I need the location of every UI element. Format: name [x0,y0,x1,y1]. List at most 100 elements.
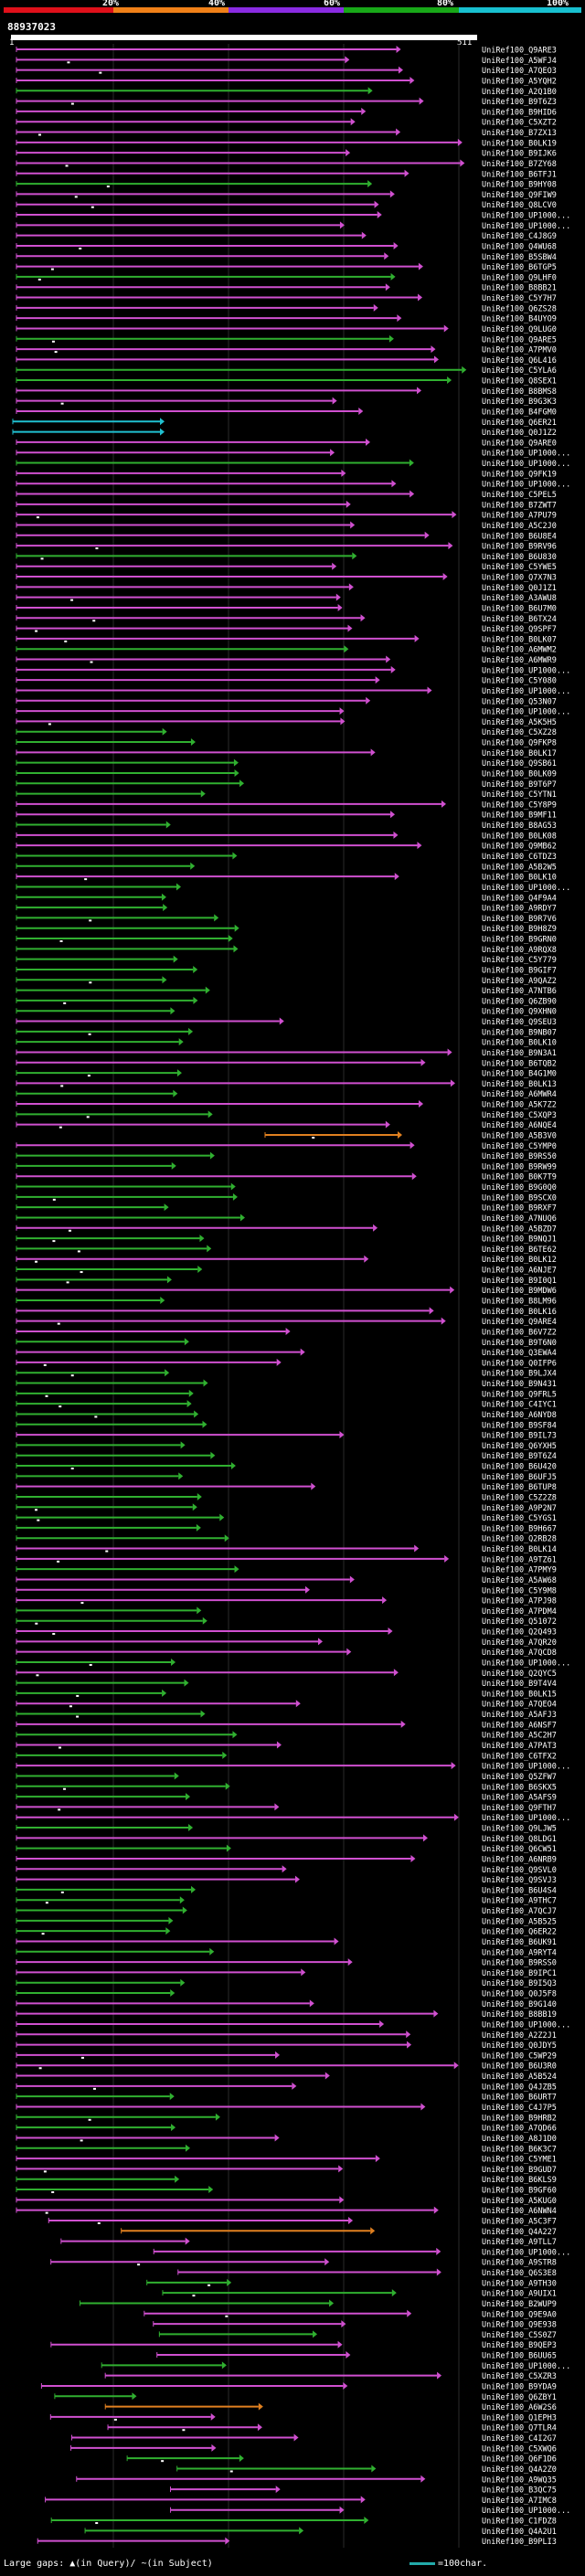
hit-label[interactable]: UniRef100_B7ZY68 [482,160,557,169]
hit-label[interactable]: UniRef100_Q1EPH3 [482,2413,557,2422]
hit-label[interactable]: UniRef100_A6NYD8 [482,1411,557,1420]
hit-label[interactable]: UniRef100_A3AWU8 [482,594,557,603]
hit-label[interactable]: UniRef100_A7QEO3 [482,67,557,76]
hit-label[interactable]: UniRef100_B9IL73 [482,1432,557,1441]
hit-label[interactable]: UniRef100_A5C2H7 [482,1732,557,1741]
hit-label[interactable]: UniRef100_Q9FIW9 [482,191,557,200]
hit-label[interactable]: UniRef100_Q4JZB5 [482,2083,557,2092]
hit-label[interactable]: UniRef100_Q6YXH5 [482,1442,557,1451]
hit-label[interactable]: UniRef100_A5BZD7 [482,1224,557,1234]
hit-label[interactable]: UniRef100_A5YQH2 [482,77,557,86]
hit-label[interactable]: UniRef100_C5Z2Z8 [482,1493,557,1502]
hit-label[interactable]: UniRef100_UP1000... [482,687,570,696]
hit-label[interactable]: UniRef100_B5SBW4 [482,253,557,262]
hit-label[interactable]: UniRef100_Q4A227 [482,2228,557,2237]
hit-label[interactable]: UniRef100_C5WP29 [482,2051,557,2061]
hit-label[interactable]: UniRef100_A6NQE4 [482,1121,557,1130]
hit-label[interactable]: UniRef100_Q6ZBY1 [482,2393,557,2402]
hit-label[interactable]: UniRef100_Q4F9A4 [482,894,557,903]
hit-label[interactable]: UniRef100_B3QC75 [482,2486,557,2496]
hit-label[interactable]: UniRef100_A9TLL7 [482,2238,557,2247]
hit-label[interactable]: UniRef100_B6U8E4 [482,532,557,541]
hit-label[interactable]: UniRef100_A5B3V0 [482,1131,557,1140]
hit-label[interactable]: UniRef100_B6TFJ1 [482,170,557,179]
hit-label[interactable]: UniRef100_Q6F1D6 [482,2455,557,2465]
hit-label[interactable]: UniRef100_UP1000... [482,1814,570,1823]
hit-label[interactable]: UniRef100_C5XZ28 [482,728,557,737]
hit-label[interactable]: UniRef100_Q8LDG1 [482,1835,557,1844]
hit-label[interactable]: UniRef100_B6U3R0 [482,2062,557,2072]
hit-label[interactable]: UniRef100_Q6ER22 [482,1928,557,1937]
hit-label[interactable]: UniRef100_B0LK10 [482,1039,557,1048]
hit-label[interactable]: UniRef100_C4I2G7 [482,2434,557,2443]
hit-label[interactable]: UniRef100_A9QAZ2 [482,977,557,986]
hit-label[interactable]: UniRef100_UP1000... [482,666,570,675]
hit-label[interactable]: UniRef100_Q8SEX1 [482,377,557,387]
hit-label[interactable]: UniRef100_Q9ARE0 [482,439,557,448]
hit-label[interactable]: UniRef100_B6TQB2 [482,1059,557,1068]
hit-label[interactable]: UniRef100_B9GRN0 [482,936,557,945]
hit-label[interactable]: UniRef100_A6MWR4 [482,1090,557,1099]
hit-label[interactable]: UniRef100_A6NJE7 [482,1267,557,1276]
hit-label[interactable]: UniRef100_C4J7P5 [482,2104,557,2113]
hit-label[interactable]: UniRef100_B6UK91 [482,1938,557,1947]
hit-label[interactable]: UniRef100_A7IMC8 [482,2496,557,2506]
hit-label[interactable]: UniRef100_B9MF11 [482,811,557,821]
hit-label[interactable]: UniRef100_C5PEL5 [482,491,557,500]
hit-label[interactable]: UniRef100_UP1000... [482,1763,570,1772]
hit-label[interactable]: UniRef100_Q7TLR4 [482,2424,557,2433]
hit-label[interactable]: UniRef100_B9H667 [482,1524,557,1533]
hit-label[interactable]: UniRef100_Q7X7N3 [482,574,557,583]
hit-label[interactable]: UniRef100_Q9MB62 [482,843,557,852]
hit-label[interactable]: UniRef100_A7QD66 [482,2125,557,2134]
hit-label[interactable]: UniRef100_Q9ARE5 [482,335,557,345]
hit-label[interactable]: UniRef100_UP1000... [482,460,570,469]
hit-label[interactable]: UniRef100_Q2QYC5 [482,1670,557,1679]
hit-label[interactable]: UniRef100_Q9SVL0 [482,1866,557,1875]
hit-label[interactable]: UniRef100_B9YDA9 [482,2382,557,2391]
hit-label[interactable]: UniRef100_C5YGS1 [482,1514,557,1523]
hit-label[interactable]: UniRef100_B9I0Q1 [482,1277,557,1286]
hit-label[interactable]: UniRef100_B9PLI3 [482,2538,557,2547]
hit-label[interactable]: UniRef100_Q9LUG0 [482,325,557,334]
hit-label[interactable]: UniRef100_C5YWE5 [482,563,557,572]
hit-label[interactable]: UniRef100_C4IYC1 [482,1401,557,1410]
hit-label[interactable]: UniRef100_B9I5Q3 [482,1979,557,1988]
hit-label[interactable]: UniRef100_B9H8Z9 [482,925,557,934]
hit-label[interactable]: UniRef100_UP1000... [482,708,570,717]
hit-label[interactable]: UniRef100_B9NQJ1 [482,1235,557,1245]
hit-label[interactable]: UniRef100_B6U4S4 [482,1886,557,1895]
hit-label[interactable]: UniRef100_Q6ZS28 [482,304,557,313]
hit-label[interactable]: UniRef100_B6TGP5 [482,263,557,272]
hit-label[interactable]: UniRef100_Q4WU68 [482,242,557,251]
hit-label[interactable]: UniRef100_C5XZT2 [482,119,557,128]
hit-label[interactable]: UniRef100_Q9FK19 [482,470,557,479]
hit-label[interactable]: UniRef100_A5WFJ4 [482,57,557,66]
hit-label[interactable]: UniRef100_UP1000... [482,1659,570,1668]
hit-label[interactable]: UniRef100_A9RDY7 [482,905,557,914]
hit-label[interactable]: UniRef100_B9IPC1 [482,1969,557,1978]
hit-label[interactable]: UniRef100_B9MDW6 [482,1287,557,1296]
hit-label[interactable]: UniRef100_B8BB19 [482,2010,557,2019]
hit-label[interactable]: UniRef100_B6KLS9 [482,2176,557,2185]
hit-label[interactable]: UniRef100_B9RV96 [482,543,557,552]
hit-label[interactable]: UniRef100_Q6ZB90 [482,997,557,1006]
hit-label[interactable]: UniRef100_A7QCD8 [482,1648,557,1658]
hit-label[interactable]: UniRef100_Q53N07 [482,697,557,706]
hit-label[interactable]: UniRef100_Q9SB61 [482,759,557,769]
hit-label[interactable]: UniRef100_A7PDM4 [482,1607,557,1617]
hit-label[interactable]: UniRef100_C5YLA6 [482,366,557,376]
hit-label[interactable]: UniRef100_A5K5H5 [482,718,557,727]
hit-label[interactable]: UniRef100_B9HID6 [482,108,557,117]
hit-label[interactable]: UniRef100_Q51072 [482,1617,557,1627]
hit-label[interactable]: UniRef100_C1FDZ8 [482,2518,557,2527]
hit-label[interactable]: UniRef100_A9WQ35 [482,2475,557,2485]
hit-label[interactable]: UniRef100_B9SCX0 [482,1193,557,1203]
hit-label[interactable]: UniRef100_B9HRB2 [482,2114,557,2123]
hit-label[interactable]: UniRef100_B9GF60 [482,2187,557,2196]
hit-label[interactable]: UniRef100_C4J8G9 [482,232,557,241]
hit-label[interactable]: UniRef100_A7NTB6 [482,987,557,996]
hit-label[interactable]: UniRef100_UP1000... [482,212,570,221]
hit-label[interactable]: UniRef100_A9RYT4 [482,1948,557,1957]
hit-label[interactable]: UniRef100_Q0IFP6 [482,1359,557,1368]
